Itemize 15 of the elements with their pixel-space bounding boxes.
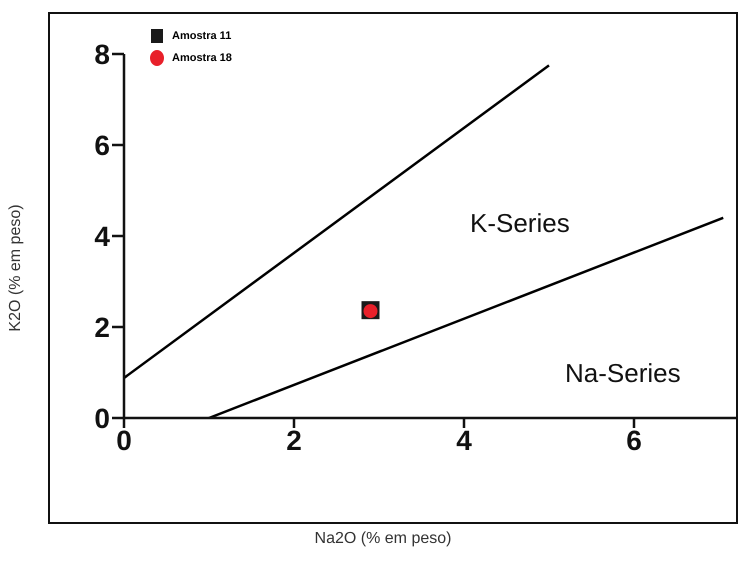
annotation: K-Series: [470, 208, 570, 239]
legend-label: Amostra 11: [172, 30, 232, 42]
x-tick-label: 6: [626, 424, 642, 456]
y-tick-label: 2: [94, 312, 110, 343]
annotation: Na-Series: [565, 358, 681, 389]
y-axis-title: K2O (% em peso): [7, 204, 25, 332]
legend-label: Amostra 18: [172, 52, 232, 64]
y-tick-label: 4: [94, 220, 110, 252]
y-tick-label: 8: [94, 38, 110, 70]
x-tick-label: 2: [286, 424, 302, 456]
y-tick-label: 6: [94, 130, 110, 161]
x-tick-label: 4: [456, 424, 472, 456]
x-axis-title: Na2O (% em peso): [314, 530, 452, 548]
x-tick-label: 0: [116, 424, 132, 456]
y-tick-label: 0: [94, 402, 110, 434]
